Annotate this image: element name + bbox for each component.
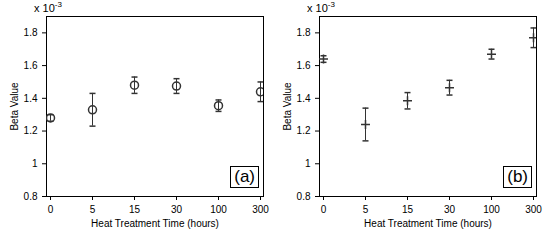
svg-text:30: 30 xyxy=(171,204,183,215)
svg-text:0.8: 0.8 xyxy=(24,191,38,202)
svg-text:1.6: 1.6 xyxy=(297,60,311,71)
svg-text:1.2: 1.2 xyxy=(297,125,311,136)
svg-text:0: 0 xyxy=(321,204,327,215)
svg-text:Heat Treatment Time (hours): Heat Treatment Time (hours) xyxy=(91,218,219,229)
svg-text:1.4: 1.4 xyxy=(24,93,38,104)
svg-text:300: 300 xyxy=(252,204,269,215)
svg-text:1.8: 1.8 xyxy=(24,27,38,38)
svg-text:1.6: 1.6 xyxy=(24,60,38,71)
svg-text:1: 1 xyxy=(32,158,38,169)
svg-text:100: 100 xyxy=(210,204,227,215)
svg-text:Beta Value: Beta Value xyxy=(282,82,293,131)
svg-text:5: 5 xyxy=(90,204,96,215)
svg-text:100: 100 xyxy=(483,204,500,215)
svg-text:30: 30 xyxy=(444,204,456,215)
svg-text:5: 5 xyxy=(363,204,369,215)
svg-text:Heat Treatment Time (hours): Heat Treatment Time (hours) xyxy=(364,218,492,229)
svg-text:1.2: 1.2 xyxy=(24,125,38,136)
html-text:x 10-3: x 10-3 xyxy=(307,0,335,14)
svg-text:1.8: 1.8 xyxy=(297,27,311,38)
svg-text:0: 0 xyxy=(48,204,54,215)
svg-text:1: 1 xyxy=(305,158,311,169)
svg-text:300: 300 xyxy=(525,204,542,215)
svg-text:15: 15 xyxy=(402,204,414,215)
svg-text:0.8: 0.8 xyxy=(297,191,311,202)
html-text:(b): (b) xyxy=(507,167,528,186)
svg-text:Beta Value: Beta Value xyxy=(9,82,20,131)
html-text:(a): (a) xyxy=(234,167,255,186)
svg-text:1.4: 1.4 xyxy=(297,93,311,104)
html-text:x 10-3: x 10-3 xyxy=(34,0,62,14)
svg-text:15: 15 xyxy=(129,204,141,215)
